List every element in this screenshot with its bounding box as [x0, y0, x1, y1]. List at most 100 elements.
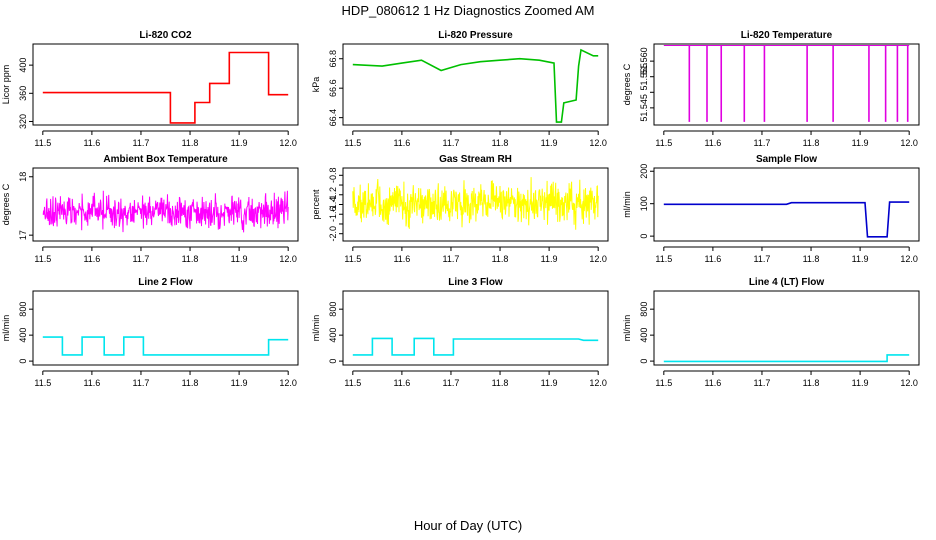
x-tick-label: 11.8 — [803, 138, 820, 148]
x-tick-label: 11.7 — [443, 378, 460, 388]
x-tick-label: 11.7 — [443, 254, 460, 264]
x-tick-label: 11.6 — [704, 378, 721, 388]
series-line — [663, 354, 910, 363]
x-tick-label: 11.7 — [754, 254, 771, 264]
x-tick-label: 11.6 — [393, 254, 410, 264]
y-tick-label: 17 — [18, 230, 28, 240]
x-tick-label: 11.9 — [541, 138, 558, 148]
x-tick-label: 11.7 — [443, 138, 460, 148]
x-tick-label: 11.9 — [231, 378, 248, 388]
x-tick-label: 11.7 — [133, 378, 150, 388]
y-axis-label: ml/min — [1, 315, 11, 342]
chart-title: Li-820 Pressure — [438, 30, 513, 41]
plot-frame — [342, 290, 609, 366]
y-tick-label: 800 — [328, 302, 338, 317]
x-tick-label: 11.7 — [133, 254, 150, 264]
x-tick-label: 11.5 — [344, 138, 361, 148]
page-title: HDP_080612 1 Hz Diagnostics Zoomed AM — [341, 3, 595, 18]
chart-panel-3: Li-820 Temperature degrees C 11.5 11.6 11.7 1… — [622, 30, 920, 148]
chart-panel-5: Gas Stream RH percent 11.5 11.6 11.7 11.8 11.9… — [311, 154, 609, 264]
series-line — [42, 51, 289, 124]
chart-title: Li-820 Temperature — [741, 30, 833, 41]
series-line — [352, 177, 599, 230]
series-line — [663, 201, 910, 238]
x-tick-label: 11.8 — [182, 378, 199, 388]
y-tick-label: 51.560 — [639, 47, 649, 75]
y-axis-label: ml/min — [311, 315, 321, 342]
chart-title: Gas Stream RH — [439, 154, 512, 165]
x-tick-label: 11.9 — [541, 378, 558, 388]
chart-panel-9: Line 4 (LT) Flow ml/min 11.5 11.6 11.7 11.8 11… — [622, 277, 920, 388]
chart-panel-7: Line 2 Flow ml/min 11.5 11.6 11.7 11.8 11.9 12.… — [1, 277, 299, 388]
y-tick-label: -1.2 — [328, 187, 338, 203]
y-tick-label: 320 — [18, 114, 28, 129]
plot-frame — [342, 43, 609, 126]
x-tick-label: 11.6 — [83, 378, 100, 388]
x-tick-label: 11.7 — [133, 138, 150, 148]
x-tick-label: 11.5 — [344, 378, 361, 388]
plot-frame — [653, 290, 920, 366]
x-tick-label: 12.0 — [279, 254, 297, 264]
x-tick-label: 11.6 — [704, 138, 721, 148]
x-tick-label: 11.7 — [754, 138, 771, 148]
x-tick-label: 11.9 — [231, 138, 248, 148]
y-tick-label: 51.545 — [639, 94, 649, 122]
y-tick-label: 800 — [639, 302, 649, 317]
series-line — [42, 336, 289, 356]
y-tick-label: 0 — [328, 359, 338, 364]
y-tick-label: 400 — [328, 328, 338, 343]
plot-frame — [653, 43, 920, 126]
x-tick-label: 11.5 — [34, 254, 51, 264]
y-axis-label: kPa — [311, 77, 321, 93]
x-tick-label: 11.5 — [655, 138, 672, 148]
y-tick-label: 66.6 — [328, 79, 338, 97]
y-tick-label: -2.0 — [328, 226, 338, 242]
x-tick-label: 11.8 — [492, 378, 509, 388]
x-tick-label: 11.5 — [34, 138, 51, 148]
x-tick-label: 11.9 — [852, 378, 869, 388]
chart-title: Line 2 Flow — [138, 277, 193, 288]
x-tick-label: 11.6 — [83, 254, 100, 264]
x-tick-label: 11.9 — [231, 254, 248, 264]
y-tick-label: 0 — [639, 359, 649, 364]
x-tick-label: 11.9 — [852, 138, 869, 148]
y-tick-label: 66.8 — [328, 50, 338, 68]
x-axis-label: Hour of Day (UTC) — [413, 518, 523, 533]
x-tick-label: 12.0 — [279, 378, 297, 388]
x-tick-label: 11.8 — [182, 254, 199, 264]
y-tick-label: 360 — [18, 86, 28, 101]
y-tick-label: 200 — [639, 164, 649, 179]
x-tick-label: 11.8 — [182, 138, 199, 148]
x-tick-label: 12.0 — [589, 138, 607, 148]
x-tick-label: 11.8 — [803, 378, 820, 388]
x-tick-label: 11.6 — [83, 138, 100, 148]
x-tick-label: 11.8 — [492, 138, 509, 148]
y-axis-label: percent — [311, 189, 321, 220]
y-axis-label: Licor ppm — [1, 65, 11, 105]
chart-panel-4: Ambient Box Temperature degrees C 11.5 11.6… — [1, 154, 299, 264]
x-tick-label: 11.8 — [492, 254, 509, 264]
chart-panel-6: Sample Flow ml/min 11.5 11.6 11.7 11.8 11.9 12.… — [622, 154, 920, 264]
x-tick-label: 11.9 — [852, 254, 869, 264]
y-tick-label: -1.6 — [328, 206, 338, 222]
plot-frame — [32, 43, 299, 126]
y-tick-label: 800 — [18, 302, 28, 317]
x-tick-label: 11.6 — [393, 378, 410, 388]
plot-frame — [32, 290, 299, 366]
y-tick-label: 18 — [18, 172, 28, 182]
series-line — [42, 190, 289, 233]
x-tick-label: 12.0 — [589, 378, 607, 388]
y-tick-label: 100 — [639, 196, 649, 211]
y-tick-label: 66.4 — [328, 109, 338, 127]
chart-title: Line 4 (LT) Flow — [749, 277, 825, 288]
x-tick-label: 11.9 — [541, 254, 558, 264]
y-tick-label: -0.8 — [328, 168, 338, 184]
x-tick-label: 11.8 — [803, 254, 820, 264]
y-tick-label: 400 — [18, 328, 28, 343]
x-tick-label: 11.6 — [393, 138, 410, 148]
y-tick-label: 400 — [18, 58, 28, 73]
x-tick-label: 11.5 — [655, 254, 672, 264]
y-tick-label: 400 — [639, 328, 649, 343]
y-axis-label: degrees C — [622, 63, 632, 105]
